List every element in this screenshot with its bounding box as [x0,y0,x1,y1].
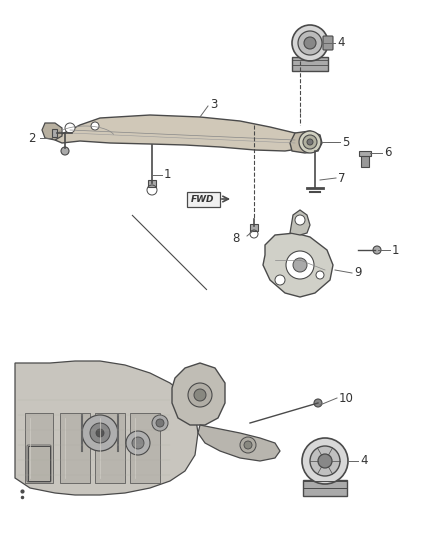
Circle shape [314,399,322,407]
Circle shape [307,139,313,145]
Circle shape [373,246,381,254]
Text: FWD: FWD [191,195,215,204]
Polygon shape [15,361,198,495]
Text: 4: 4 [337,36,345,50]
Bar [303,480,347,496]
Polygon shape [42,123,62,140]
Circle shape [156,419,164,427]
Circle shape [295,215,305,225]
Bar [130,413,160,483]
Circle shape [292,25,328,61]
Circle shape [302,438,348,484]
Polygon shape [290,210,310,235]
Text: 1: 1 [392,244,399,256]
Text: 4: 4 [360,455,367,467]
Circle shape [318,454,332,468]
Text: 10: 10 [339,392,354,405]
Circle shape [65,123,75,133]
Bar [52,129,57,137]
Circle shape [82,415,118,451]
Bar [359,151,371,156]
Circle shape [240,437,256,453]
Circle shape [244,441,252,449]
Polygon shape [198,425,280,461]
Circle shape [310,446,340,476]
Bar [292,57,328,71]
Polygon shape [263,233,333,297]
Circle shape [61,147,69,155]
Circle shape [152,415,168,431]
Text: 3: 3 [210,99,217,111]
Circle shape [90,423,110,443]
Text: 9: 9 [354,266,361,279]
FancyBboxPatch shape [187,191,219,206]
Circle shape [188,383,212,407]
Text: 7: 7 [338,172,346,184]
Circle shape [91,122,99,130]
Text: 6: 6 [384,147,392,159]
Circle shape [316,271,324,279]
Text: 5: 5 [342,135,350,149]
Bar [25,413,53,483]
Polygon shape [55,115,308,151]
Circle shape [293,258,307,272]
Text: 2: 2 [28,132,36,144]
Circle shape [304,37,316,49]
Circle shape [298,31,322,55]
Bar [250,224,258,231]
Text: 8: 8 [233,231,240,245]
Bar [60,413,90,483]
FancyBboxPatch shape [323,36,333,50]
Circle shape [194,389,206,401]
Text: 1: 1 [164,168,172,182]
Circle shape [132,437,144,449]
Circle shape [303,135,317,149]
Bar [148,180,156,187]
Circle shape [299,131,321,153]
Bar [95,413,125,483]
Circle shape [96,429,104,437]
Polygon shape [172,363,225,425]
Bar [361,155,369,167]
Circle shape [275,275,285,285]
Bar [28,446,50,481]
Polygon shape [290,131,322,153]
Circle shape [286,251,314,279]
Circle shape [126,431,150,455]
